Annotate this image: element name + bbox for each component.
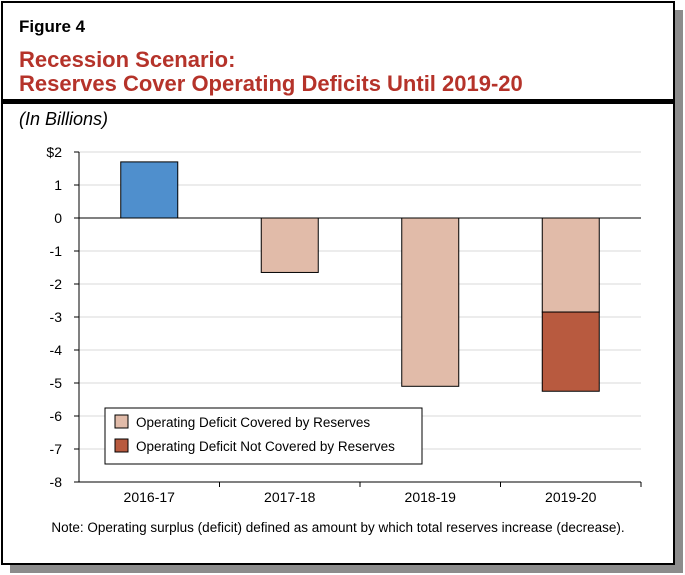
x-tick-label: 2016-17 xyxy=(124,489,176,505)
figure-card: Figure 4 Recession Scenario: Reserves Co… xyxy=(1,1,675,565)
y-tick-label: 1 xyxy=(54,177,62,193)
bar xyxy=(401,217,460,387)
y-tick-label: 0 xyxy=(54,210,62,226)
legend-swatch xyxy=(114,414,129,429)
y-tick-label: -1 xyxy=(50,243,63,259)
chart-note: Note: Operating surplus (deficit) define… xyxy=(51,520,625,535)
legend xyxy=(104,407,423,465)
title-line-2: Reserves Cover Operating Deficits Until … xyxy=(19,71,523,96)
bar xyxy=(120,161,179,219)
y-tick-label: -3 xyxy=(50,309,63,325)
y-tick-label: -8 xyxy=(50,474,63,490)
x-tick-label: 2017-18 xyxy=(264,489,316,505)
x-tick-label: 2018-19 xyxy=(405,489,457,505)
figure-title: Recession Scenario: Reserves Cover Opera… xyxy=(19,48,523,96)
bar xyxy=(541,217,600,313)
y-tick-label: -5 xyxy=(50,375,63,391)
y-tick-label: -4 xyxy=(50,342,63,358)
units-label: (In Billions) xyxy=(19,109,109,129)
bar-chart: $2 1 0 -1 -2 -3 -4 -5 -6 -7 -8 2016-17 2017-18 2018-1… xyxy=(46,144,642,505)
y-tick-label: -7 xyxy=(50,441,63,457)
bar xyxy=(541,311,600,392)
x-tick-label: 2019-20 xyxy=(545,489,597,505)
title-line-1: Recession Scenario: xyxy=(19,47,236,72)
y-tick-label: $2 xyxy=(46,144,62,160)
y-tick-label: -2 xyxy=(50,276,63,292)
figure-label: Figure 4 xyxy=(19,17,86,36)
bar xyxy=(260,217,319,273)
legend-label: Operating Deficit Not Covered by Reserve… xyxy=(136,439,395,454)
title-rule xyxy=(3,99,673,104)
legend-label: Operating Deficit Covered by Reserves xyxy=(136,415,370,430)
y-tick-label: -6 xyxy=(50,408,63,424)
legend-swatch xyxy=(114,438,129,453)
